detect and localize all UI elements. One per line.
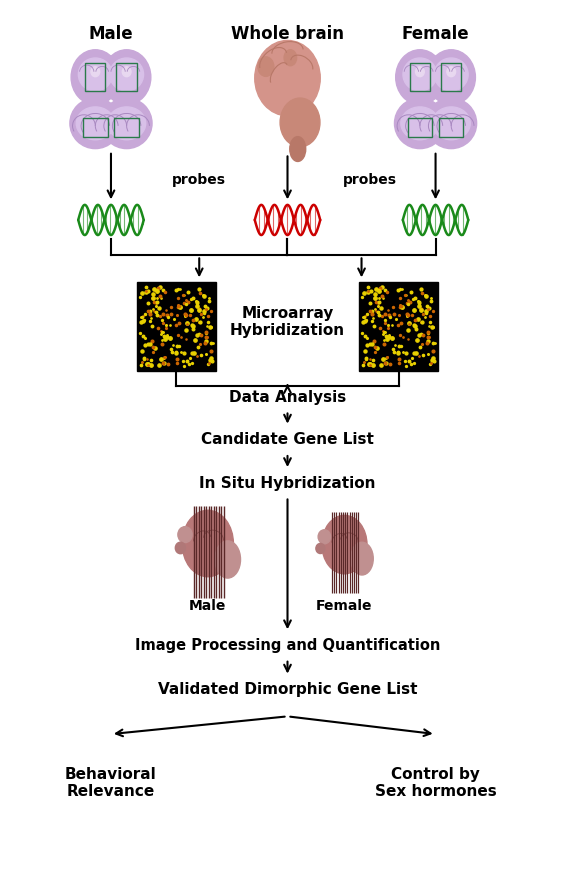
- Text: Candidate Gene List: Candidate Gene List: [201, 433, 374, 447]
- Ellipse shape: [258, 57, 274, 77]
- Bar: [83, 118, 108, 137]
- Ellipse shape: [322, 516, 367, 574]
- Bar: [359, 282, 438, 371]
- Ellipse shape: [427, 50, 476, 104]
- Text: Validated Dimorphic Gene List: Validated Dimorphic Gene List: [158, 682, 417, 698]
- Ellipse shape: [108, 107, 145, 140]
- Ellipse shape: [351, 542, 373, 575]
- Ellipse shape: [215, 541, 240, 578]
- Bar: [85, 63, 105, 91]
- Ellipse shape: [178, 526, 192, 542]
- Ellipse shape: [101, 98, 152, 149]
- Ellipse shape: [434, 58, 468, 91]
- Text: Data Analysis: Data Analysis: [229, 390, 346, 405]
- Ellipse shape: [70, 98, 121, 149]
- Ellipse shape: [255, 40, 320, 116]
- Ellipse shape: [432, 107, 470, 140]
- Ellipse shape: [316, 543, 325, 554]
- Ellipse shape: [447, 67, 455, 77]
- Text: Female: Female: [316, 599, 373, 613]
- Ellipse shape: [91, 67, 99, 77]
- Text: probes: probes: [343, 173, 397, 187]
- Text: Image Processing and Quantification: Image Processing and Quantification: [135, 638, 440, 653]
- Ellipse shape: [426, 98, 477, 149]
- Text: In Situ Hybridization: In Situ Hybridization: [200, 475, 375, 491]
- Ellipse shape: [394, 98, 445, 149]
- Ellipse shape: [78, 58, 112, 91]
- Bar: [114, 118, 139, 137]
- Ellipse shape: [110, 58, 144, 91]
- Text: Whole brain: Whole brain: [231, 25, 344, 43]
- Text: Control by
Sex hormones: Control by Sex hormones: [375, 766, 496, 799]
- Bar: [137, 282, 216, 371]
- Ellipse shape: [403, 58, 437, 91]
- Text: Microarray
Hybridization: Microarray Hybridization: [230, 306, 345, 338]
- Bar: [408, 118, 432, 137]
- Ellipse shape: [280, 98, 320, 147]
- Ellipse shape: [290, 136, 306, 161]
- Ellipse shape: [175, 542, 186, 554]
- Ellipse shape: [284, 50, 297, 66]
- Ellipse shape: [71, 50, 120, 104]
- Ellipse shape: [318, 530, 331, 544]
- Ellipse shape: [396, 50, 444, 104]
- Text: Behavioral
Relevance: Behavioral Relevance: [65, 766, 157, 799]
- Ellipse shape: [401, 107, 439, 140]
- Ellipse shape: [416, 67, 424, 77]
- Bar: [439, 118, 463, 137]
- Bar: [410, 63, 430, 91]
- Bar: [117, 63, 137, 91]
- Bar: [441, 63, 461, 91]
- Ellipse shape: [182, 510, 233, 577]
- Text: Male: Male: [89, 25, 133, 43]
- Ellipse shape: [76, 107, 114, 140]
- Ellipse shape: [102, 50, 151, 104]
- Text: Female: Female: [402, 25, 469, 43]
- Text: probes: probes: [172, 173, 226, 187]
- Ellipse shape: [122, 67, 131, 77]
- Text: Male: Male: [189, 599, 227, 613]
